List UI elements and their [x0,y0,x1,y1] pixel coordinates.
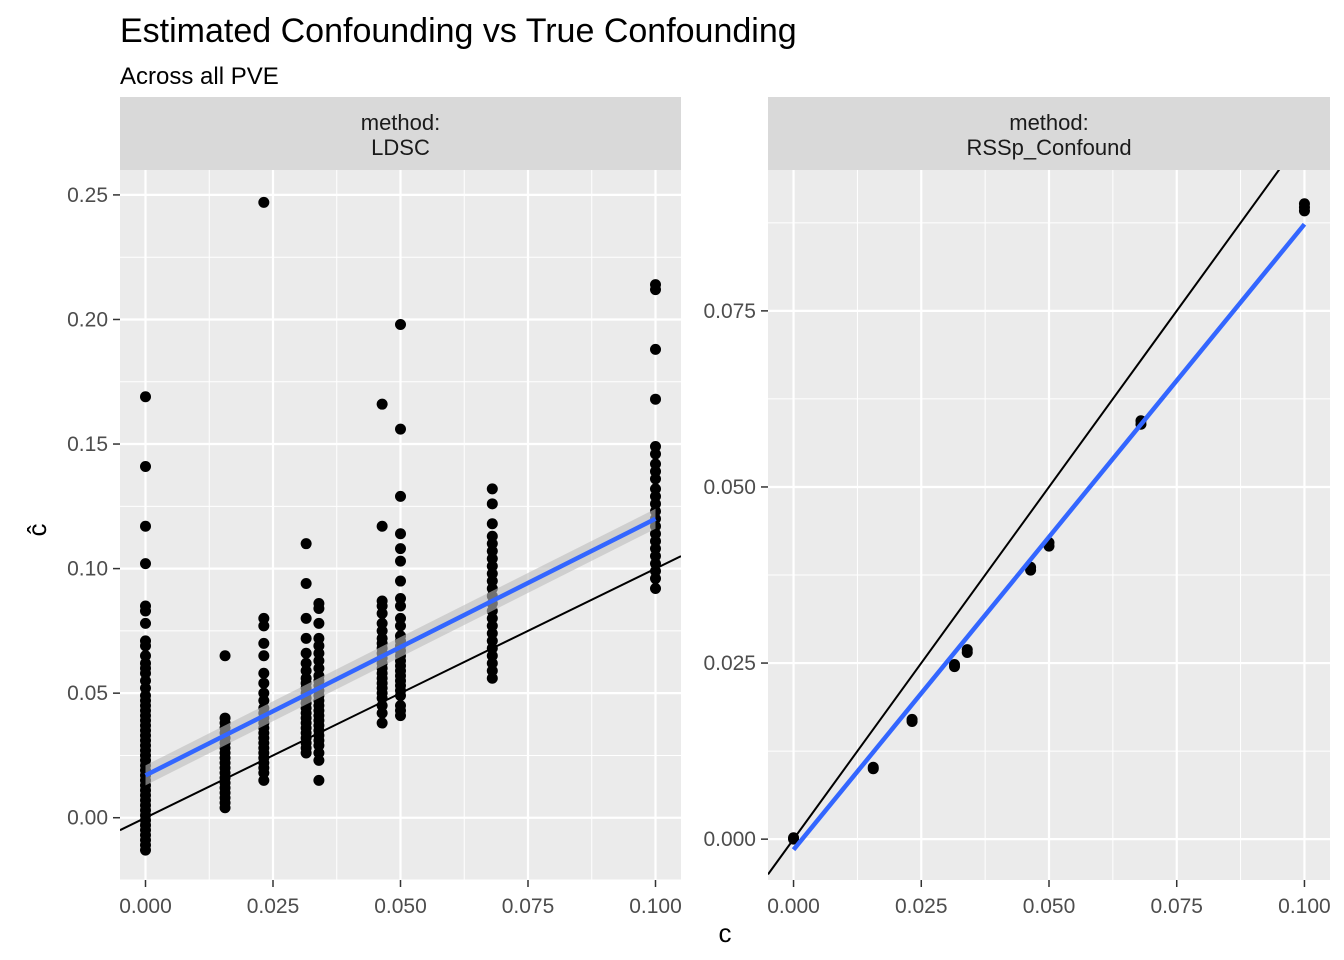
data-point [140,558,151,570]
facet-strip-label-line2: LDSC [371,135,430,160]
y-tick-label: 0.050 [703,476,756,499]
chart-subtitle: Across all PVE [120,63,279,90]
data-point [258,774,270,786]
x-tick-label: 0.075 [502,895,555,918]
x-tick-label: 0.000 [119,895,172,918]
data-point [395,490,406,502]
fit-line [791,222,1307,852]
data-point [313,602,325,614]
y-tick-label: 0.000 [703,828,756,851]
y-axis-title: ĉ [22,524,52,537]
x-tick-label: 0.050 [1023,895,1076,918]
data-point [313,617,325,629]
data-point [395,528,406,540]
x-tick-label: 0.050 [374,895,427,918]
facet-strip [120,97,681,170]
data-point [258,637,270,649]
fit-line [144,516,657,778]
data-point [300,647,312,659]
data-point [486,518,498,530]
x-tick-label: 0.100 [1278,895,1331,918]
data-point [300,747,312,759]
data-point [376,607,388,619]
facet-strip [768,97,1330,170]
identity-line [768,170,1281,875]
data-point [486,672,498,684]
data-point [948,658,960,670]
data-point [395,555,406,567]
data-point [961,644,973,656]
data-point [140,520,151,532]
panel-2: method:RSSp_Confound 0.000 0.025 0.050 0.075… [703,97,1331,918]
y-tick-label: 0.25 [67,184,108,207]
data-point [376,398,388,410]
y-tick-label: 0.20 [67,308,108,331]
data-point [376,520,388,532]
y-tick-label: 0.05 [67,682,108,705]
x-tick-label: 0.025 [895,895,948,918]
data-point [906,713,918,725]
data-point [140,844,151,856]
data-point [140,391,151,403]
data-point [395,575,406,587]
data-point [486,483,498,495]
data-point [486,498,498,510]
data-point [300,538,312,550]
data-point [376,707,388,719]
x-axis-title: c [719,918,732,948]
data-point [650,284,661,296]
data-point [258,667,270,679]
data-point [376,717,388,729]
y-tick-label: 0.00 [67,807,108,830]
data-layer [120,196,681,856]
data-point [650,393,661,405]
data-point [395,600,406,612]
data-point [650,473,661,485]
data-point [300,578,312,590]
data-point [395,543,406,555]
facet-strip-label-line1: method: [361,110,441,135]
data-point [1298,198,1310,210]
data-point [140,605,151,617]
y-tick-label: 0.10 [67,558,108,581]
y-tick-label: 0.025 [703,652,756,675]
data-point [313,774,325,786]
x-tick-label: 0.075 [1150,895,1203,918]
data-point [395,423,406,435]
data-point [258,620,270,632]
y-tick-label: 0.075 [703,300,756,323]
data-point [395,710,406,722]
data-point [650,573,661,585]
x-tick-label: 0.025 [247,895,300,918]
data-point [788,832,800,844]
data-point [258,650,270,662]
facet-strip-label-line1: method: [1009,110,1089,135]
data-point [395,690,406,702]
data-point [395,620,406,632]
data-point [300,612,312,624]
data-point [300,632,312,644]
data-point [650,583,661,595]
data-point [258,677,270,689]
chart-title: Estimated Confounding vs True Confoundin… [120,12,797,50]
data-point [140,460,151,472]
data-point [140,617,151,629]
data-point [140,640,151,652]
data-point [395,318,406,330]
data-layer [768,170,1310,875]
data-point [258,196,270,208]
data-point [867,761,879,773]
data-point [650,343,661,355]
x-tick-label: 0.100 [629,895,682,918]
y-tick-label: 0.15 [67,433,108,456]
data-point [219,802,231,814]
facet-strip-label-line2: RSSp_Confound [966,135,1131,160]
data-point [313,754,325,766]
panel-1: method:LDSC 0.000 0.025 0.050 0.075 0.100 0.00… [67,97,682,918]
x-tick-label: 0.000 [767,895,820,918]
data-point [219,650,231,662]
data-point [650,448,661,460]
